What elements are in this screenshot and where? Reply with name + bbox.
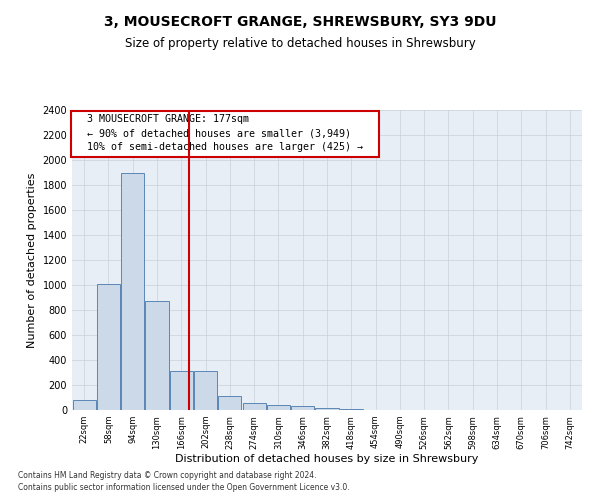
Text: Contains public sector information licensed under the Open Government Licence v3: Contains public sector information licen… — [18, 483, 350, 492]
Text: Contains HM Land Registry data © Crown copyright and database right 2024.: Contains HM Land Registry data © Crown c… — [18, 470, 317, 480]
Bar — [73, 400, 95, 410]
Bar — [194, 370, 217, 410]
Bar — [291, 406, 314, 410]
Bar — [242, 403, 266, 410]
Bar — [121, 172, 144, 410]
Bar — [267, 405, 290, 410]
Text: 3 MOUSECROFT GRANGE: 177sqm  
  ← 90% of detached houses are smaller (3,949)  
 : 3 MOUSECROFT GRANGE: 177sqm ← 90% of det… — [74, 114, 374, 152]
Text: Size of property relative to detached houses in Shrewsbury: Size of property relative to detached ho… — [125, 38, 475, 51]
Bar — [170, 370, 193, 410]
Bar — [340, 409, 363, 410]
Y-axis label: Number of detached properties: Number of detached properties — [27, 172, 37, 348]
Text: 3, MOUSECROFT GRANGE, SHREWSBURY, SY3 9DU: 3, MOUSECROFT GRANGE, SHREWSBURY, SY3 9D… — [104, 15, 496, 29]
Bar — [316, 408, 338, 410]
Bar — [97, 284, 120, 410]
Bar — [218, 396, 241, 410]
Bar — [145, 301, 169, 410]
X-axis label: Distribution of detached houses by size in Shrewsbury: Distribution of detached houses by size … — [175, 454, 479, 464]
